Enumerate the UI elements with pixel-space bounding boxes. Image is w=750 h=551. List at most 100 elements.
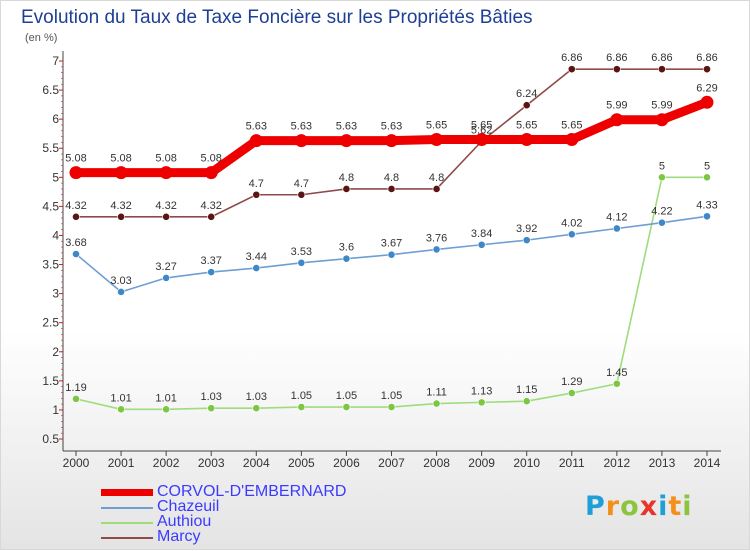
data-label: 1.19 xyxy=(65,382,86,394)
x-tick-label: 2008 xyxy=(423,456,450,470)
x-tick-label: 2009 xyxy=(468,456,495,470)
data-point xyxy=(207,404,216,413)
data-label: 4.12 xyxy=(606,211,627,223)
data-label: 1.29 xyxy=(561,376,582,388)
data-label: 3.84 xyxy=(471,228,492,240)
data-point xyxy=(342,254,351,263)
data-label: 4.32 xyxy=(110,200,131,212)
data-label: 1.03 xyxy=(246,391,267,403)
data-label: 5.65 xyxy=(516,120,537,132)
data-label: 4.32 xyxy=(65,200,86,212)
data-label: 3.68 xyxy=(65,237,86,249)
data-label: 5.63 xyxy=(336,121,357,133)
data-point xyxy=(703,212,711,221)
x-tick-label: 2006 xyxy=(333,456,360,470)
data-label: 5.63 xyxy=(381,121,402,133)
data-label: 1.05 xyxy=(336,390,357,402)
data-point xyxy=(114,166,128,180)
data-point xyxy=(610,113,624,127)
data-label: 4.32 xyxy=(155,200,176,212)
x-tick-label: 2014 xyxy=(694,456,721,470)
y-tick-label: 3 xyxy=(52,287,59,301)
data-label: 3.44 xyxy=(246,251,267,263)
data-point xyxy=(703,65,711,74)
y-tick-label: 0.5 xyxy=(42,432,59,446)
y-tick-label: 3.5 xyxy=(42,258,59,272)
data-label: 1.05 xyxy=(291,390,312,402)
data-label: 3.92 xyxy=(516,223,537,235)
x-tick-label: 2004 xyxy=(243,456,270,470)
data-label: 3.6 xyxy=(339,242,354,254)
data-point xyxy=(612,65,621,74)
data-point xyxy=(72,394,80,403)
data-point xyxy=(703,173,711,182)
x-tick-label: 2007 xyxy=(378,456,405,470)
data-point xyxy=(204,166,218,180)
data-point xyxy=(477,398,486,407)
y-tick-label: 1.5 xyxy=(42,374,59,388)
data-point xyxy=(522,397,531,406)
data-point xyxy=(658,218,666,227)
data-point xyxy=(342,403,351,411)
x-tick-label: 2012 xyxy=(604,456,631,470)
x-tick-label: 2003 xyxy=(198,456,225,470)
data-label: 5.99 xyxy=(606,100,627,112)
x-tick-label: 2005 xyxy=(288,456,315,470)
data-point xyxy=(385,134,398,148)
data-label: 5 xyxy=(659,160,665,172)
data-label: 1.01 xyxy=(110,392,131,404)
data-point xyxy=(162,274,171,282)
y-tick-label: 2.5 xyxy=(42,316,59,330)
data-point xyxy=(522,101,531,110)
data-point xyxy=(117,405,125,414)
legend-label: CORVOL-D'EMBERNARD xyxy=(157,483,347,500)
logo-letter: r xyxy=(605,491,621,522)
y-tick-label: 4 xyxy=(52,228,59,242)
legend-label: Marcy xyxy=(157,528,201,545)
data-point xyxy=(162,212,171,221)
data-label: 4.02 xyxy=(561,217,582,229)
data-label: 4.8 xyxy=(339,172,354,184)
data-point xyxy=(612,379,621,388)
data-point xyxy=(342,185,351,193)
data-label: 5 xyxy=(704,160,710,172)
data-label: 1.01 xyxy=(155,392,176,404)
y-tick-label: 6.5 xyxy=(42,83,59,97)
data-label: 5.62 xyxy=(471,124,492,136)
logo-letter: o xyxy=(620,491,640,522)
data-point xyxy=(69,166,83,180)
data-label: 5.99 xyxy=(651,100,672,112)
proxiti-logo: Proxiti xyxy=(585,491,693,522)
data-point xyxy=(387,185,396,193)
unit-label: (en %) xyxy=(25,32,58,44)
legend-swatch-corvol xyxy=(101,489,153,496)
data-label: 5.65 xyxy=(561,120,582,132)
data-label: 5.63 xyxy=(246,121,267,133)
data-point xyxy=(475,133,489,147)
logo-letter: i xyxy=(658,491,669,522)
legend-label: Chazeuil xyxy=(157,498,220,515)
data-label: 1.03 xyxy=(201,391,222,403)
data-label: 5.08 xyxy=(110,153,131,165)
data-point xyxy=(700,95,714,109)
data-point xyxy=(72,250,80,258)
data-point xyxy=(387,250,396,259)
data-point xyxy=(567,230,576,239)
data-label: 6.86 xyxy=(651,52,672,64)
logo-letter: t xyxy=(668,491,683,522)
data-point xyxy=(477,240,486,249)
data-point xyxy=(432,245,441,254)
y-tick-label: 6 xyxy=(52,112,59,126)
logo-letter: P xyxy=(585,491,606,522)
y-tick-label: 5 xyxy=(52,170,59,184)
data-label: 1.13 xyxy=(471,385,492,397)
data-label: 4.7 xyxy=(249,178,264,190)
data-label: 4.33 xyxy=(696,199,717,211)
x-tick-label: 2013 xyxy=(649,456,676,470)
data-point xyxy=(207,212,216,221)
legend-swatch-marcy xyxy=(101,537,153,539)
y-tick-label: 1 xyxy=(52,403,59,417)
logo-letter: x xyxy=(639,491,659,522)
data-label: 6.86 xyxy=(606,52,627,64)
